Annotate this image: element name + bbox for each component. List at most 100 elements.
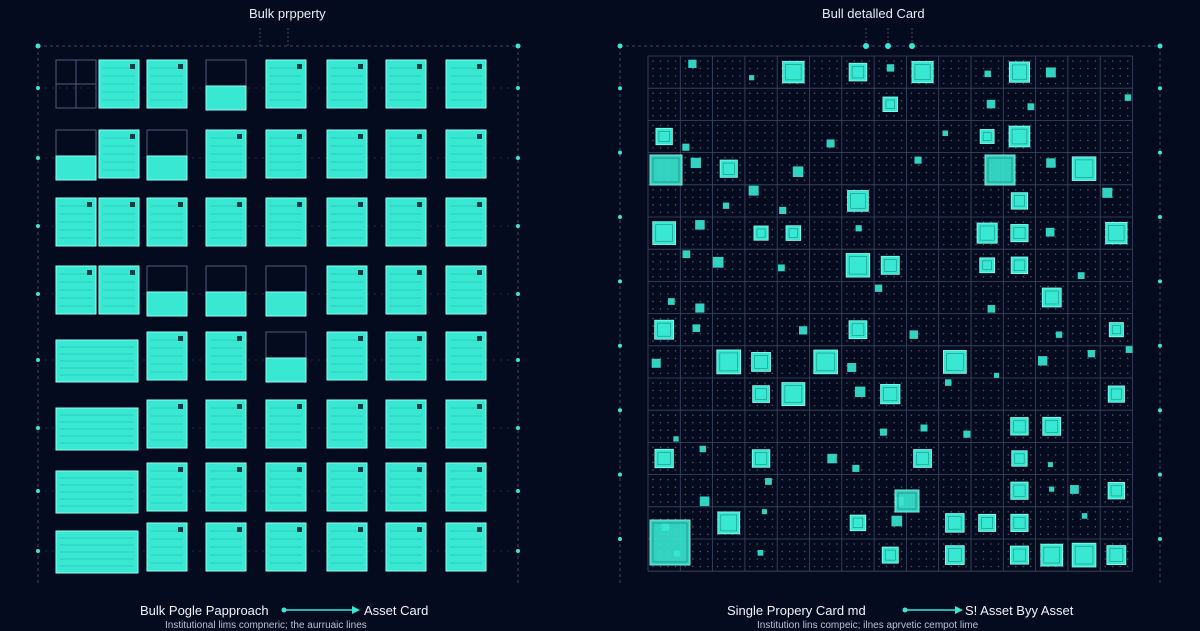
right-cell-dot xyxy=(692,446,694,449)
right-cell-dot xyxy=(1072,446,1074,449)
right-cell-dot xyxy=(1039,446,1042,449)
right-cell-dot xyxy=(803,533,806,536)
right-cell-dot xyxy=(861,82,863,85)
right-cell-dot xyxy=(975,382,977,384)
right-cell-dot xyxy=(788,543,791,545)
right-cell-dot xyxy=(950,243,952,246)
right-cell-dot xyxy=(1054,382,1057,384)
right-cell-dot xyxy=(813,179,816,181)
right-cell-dot xyxy=(699,558,702,560)
right-cell-dot xyxy=(674,478,677,481)
right-cell-dot xyxy=(878,461,880,464)
right-cell-dot xyxy=(1104,308,1106,310)
right-cell-dot xyxy=(756,543,759,545)
right-cell-dot xyxy=(1007,300,1010,303)
right-cell-dot xyxy=(1111,317,1114,320)
right-cell-dot xyxy=(925,414,928,417)
right-cell-dot xyxy=(1111,164,1114,166)
right-cell-dot xyxy=(828,275,831,278)
right-cell-dot xyxy=(900,260,903,263)
right-cell-dot xyxy=(1119,372,1121,375)
right-cell-dot xyxy=(813,164,816,166)
right-cell-dot xyxy=(893,196,895,199)
right-cell-dot xyxy=(965,454,967,456)
right-cell-dot xyxy=(659,308,662,310)
right-cell-dot xyxy=(885,164,888,166)
right-cell-dot xyxy=(836,340,838,342)
right-cell-dot xyxy=(997,268,1000,271)
right-cell-dot xyxy=(1030,147,1032,149)
right-cell-dot xyxy=(1047,486,1049,488)
right-cell-dot xyxy=(982,446,985,449)
right-cell-dot xyxy=(674,486,677,488)
right-cell-dot xyxy=(764,486,766,488)
right-cell-dot xyxy=(1072,236,1074,238)
right-cell-dot xyxy=(828,114,831,117)
right-cell-dot xyxy=(861,421,863,424)
right-asset-chip xyxy=(827,453,837,464)
right-cell-dot xyxy=(707,275,709,278)
right-cell-dot xyxy=(739,236,741,238)
right-cell-dot xyxy=(699,268,702,271)
right-row-node xyxy=(618,408,622,413)
right-cell-dot xyxy=(1126,461,1129,464)
right-cell-dot xyxy=(868,421,871,424)
right-cell-dot xyxy=(803,518,806,521)
right-cell-dot xyxy=(1094,285,1097,288)
right-cell-dot xyxy=(900,414,903,417)
right-cell-dot xyxy=(749,332,751,335)
right-cell-dot xyxy=(900,124,903,127)
right-cell-dot xyxy=(724,543,726,545)
right-cell-dot xyxy=(933,285,935,288)
right-cell-dot xyxy=(918,404,920,407)
right-asset-card xyxy=(813,349,838,375)
right-cell-dot xyxy=(1094,253,1097,255)
right-cell-dot xyxy=(1022,164,1025,166)
right-cell-dot xyxy=(933,132,935,134)
left-card-tag xyxy=(358,202,363,207)
right-cell-dot xyxy=(900,543,903,545)
right-cell-dot xyxy=(1022,478,1025,481)
right-cell-dot xyxy=(918,486,920,488)
right-cell-dot xyxy=(692,268,694,271)
right-cell-dot xyxy=(1094,114,1097,117)
right-cell-dot xyxy=(942,139,945,142)
right-cell-dot xyxy=(957,132,960,134)
right-cell-dot xyxy=(957,429,960,432)
right-cell-dot xyxy=(965,501,967,503)
right-cell-dot xyxy=(659,60,662,62)
right-cell-dot xyxy=(659,114,662,117)
right-cell-dot xyxy=(803,350,806,352)
right-cell-dot xyxy=(965,526,967,528)
right-cell-dot xyxy=(1039,332,1042,335)
right-cell-dot xyxy=(716,285,719,288)
right-cell-dot xyxy=(942,308,945,310)
right-cell-dot xyxy=(878,82,880,85)
right-asset-card xyxy=(913,449,932,468)
right-cell-dot xyxy=(1079,211,1082,214)
left-row-node xyxy=(36,292,40,296)
right-cell-dot xyxy=(1126,526,1129,528)
right-cell-dot xyxy=(957,228,960,231)
right-cell-dot xyxy=(1015,397,1017,399)
right-cell-dot xyxy=(1047,511,1049,513)
right-cell-dot xyxy=(1087,325,1089,327)
right-cell-dot xyxy=(1094,340,1097,342)
right-cell-dot xyxy=(699,429,702,432)
right-cell-dot xyxy=(707,124,709,127)
right-cell-dot xyxy=(1126,275,1129,278)
right-cell-dot xyxy=(796,139,798,142)
right-cell-dot xyxy=(699,389,702,392)
right-cell-dot xyxy=(933,268,935,271)
right-cell-dot xyxy=(975,236,977,238)
right-cell-dot xyxy=(684,171,687,174)
right-cell-dot xyxy=(965,139,967,142)
right-cell-dot xyxy=(659,260,662,263)
right-cell-dot xyxy=(893,204,895,206)
right-cell-dot xyxy=(1039,124,1042,127)
right-asset-chip xyxy=(712,256,724,268)
right-cell-dot xyxy=(1007,372,1010,375)
right-cell-dot xyxy=(692,389,694,392)
right-cell-dot xyxy=(836,243,838,246)
right-cell-dot xyxy=(853,454,856,456)
